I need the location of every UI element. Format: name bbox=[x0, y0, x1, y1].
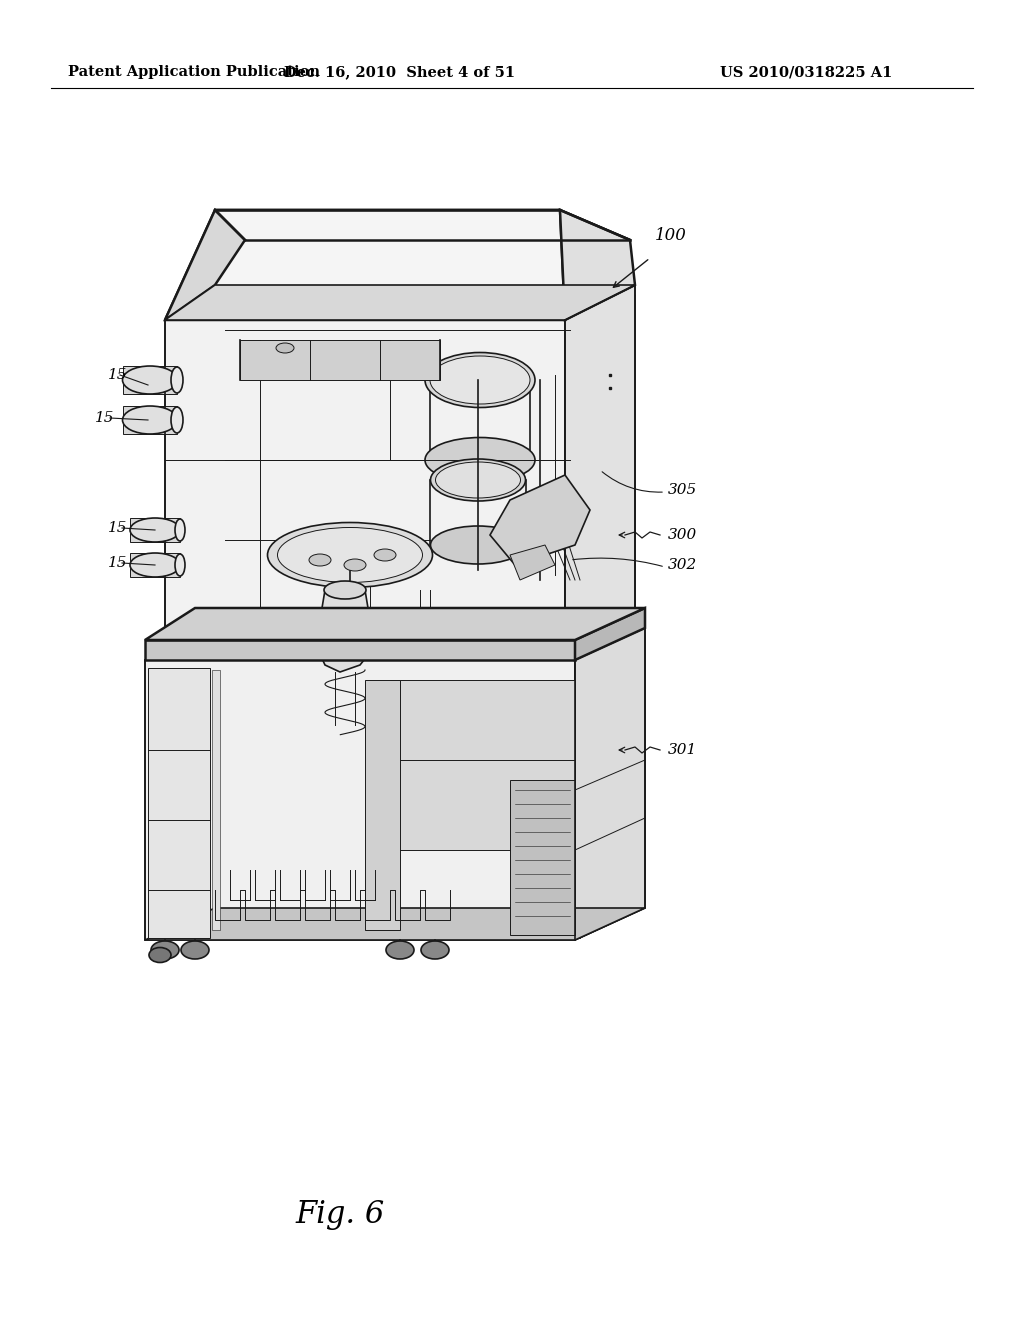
Polygon shape bbox=[490, 475, 590, 565]
Ellipse shape bbox=[267, 523, 432, 587]
Ellipse shape bbox=[386, 941, 414, 960]
Polygon shape bbox=[225, 330, 570, 640]
Polygon shape bbox=[123, 407, 177, 434]
Text: 15: 15 bbox=[108, 368, 128, 381]
Polygon shape bbox=[152, 671, 160, 931]
Ellipse shape bbox=[430, 356, 530, 404]
Polygon shape bbox=[240, 341, 440, 380]
Polygon shape bbox=[145, 908, 645, 940]
Ellipse shape bbox=[151, 941, 179, 960]
Polygon shape bbox=[145, 660, 575, 940]
Ellipse shape bbox=[150, 948, 171, 962]
Polygon shape bbox=[575, 609, 645, 660]
Polygon shape bbox=[165, 319, 565, 640]
Ellipse shape bbox=[130, 553, 180, 577]
Text: 305: 305 bbox=[668, 483, 697, 498]
Text: 15: 15 bbox=[108, 556, 128, 570]
Polygon shape bbox=[565, 285, 635, 640]
Text: US 2010/0318225 A1: US 2010/0318225 A1 bbox=[720, 65, 892, 79]
Polygon shape bbox=[167, 671, 175, 931]
Ellipse shape bbox=[430, 459, 525, 502]
Polygon shape bbox=[570, 294, 635, 640]
Polygon shape bbox=[145, 640, 575, 660]
Polygon shape bbox=[580, 635, 645, 939]
Polygon shape bbox=[560, 210, 635, 319]
Polygon shape bbox=[225, 294, 635, 330]
Ellipse shape bbox=[181, 941, 209, 960]
Polygon shape bbox=[212, 671, 220, 931]
Text: 15: 15 bbox=[95, 411, 115, 425]
Text: 100: 100 bbox=[655, 227, 687, 243]
Polygon shape bbox=[197, 671, 205, 931]
Polygon shape bbox=[148, 668, 210, 939]
Polygon shape bbox=[365, 680, 400, 931]
Ellipse shape bbox=[324, 581, 366, 599]
Ellipse shape bbox=[278, 528, 423, 582]
Ellipse shape bbox=[276, 343, 294, 352]
Polygon shape bbox=[210, 668, 580, 939]
Polygon shape bbox=[318, 590, 372, 672]
Polygon shape bbox=[165, 210, 565, 319]
Ellipse shape bbox=[425, 352, 535, 408]
Ellipse shape bbox=[175, 519, 185, 541]
Text: Dec. 16, 2010  Sheet 4 of 51: Dec. 16, 2010 Sheet 4 of 51 bbox=[285, 65, 515, 79]
Text: 301: 301 bbox=[668, 743, 697, 756]
Ellipse shape bbox=[175, 554, 185, 576]
Text: 300: 300 bbox=[668, 528, 697, 543]
Polygon shape bbox=[182, 671, 190, 931]
Ellipse shape bbox=[171, 367, 183, 393]
Polygon shape bbox=[130, 553, 180, 577]
Polygon shape bbox=[390, 680, 575, 850]
Ellipse shape bbox=[171, 407, 183, 433]
Ellipse shape bbox=[421, 941, 449, 960]
Text: 15: 15 bbox=[108, 521, 128, 535]
Ellipse shape bbox=[435, 462, 520, 498]
Polygon shape bbox=[510, 545, 555, 579]
Polygon shape bbox=[123, 366, 177, 393]
Ellipse shape bbox=[130, 517, 180, 543]
Ellipse shape bbox=[374, 549, 396, 561]
Text: Fig. 6: Fig. 6 bbox=[295, 1200, 385, 1230]
Polygon shape bbox=[510, 780, 575, 935]
Ellipse shape bbox=[123, 366, 177, 393]
Polygon shape bbox=[215, 210, 630, 240]
Ellipse shape bbox=[430, 525, 525, 564]
Polygon shape bbox=[130, 517, 180, 543]
Text: 302: 302 bbox=[668, 558, 697, 572]
Text: Patent Application Publication: Patent Application Publication bbox=[68, 65, 319, 79]
Ellipse shape bbox=[309, 554, 331, 566]
Polygon shape bbox=[165, 285, 635, 319]
Polygon shape bbox=[575, 628, 645, 940]
Ellipse shape bbox=[344, 558, 366, 572]
Ellipse shape bbox=[425, 437, 535, 483]
Ellipse shape bbox=[123, 407, 177, 434]
Polygon shape bbox=[145, 609, 645, 640]
Polygon shape bbox=[165, 210, 245, 319]
